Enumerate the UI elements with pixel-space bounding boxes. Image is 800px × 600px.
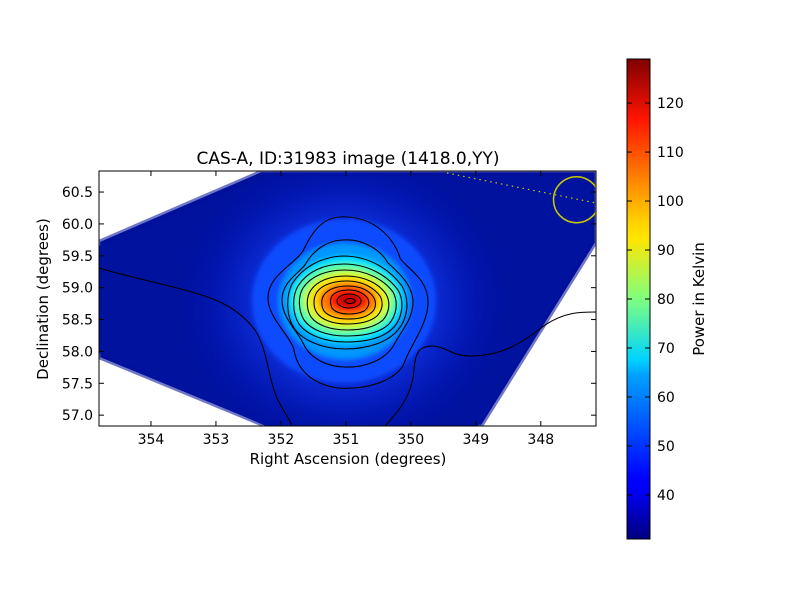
colorbar-tick-label: 90 bbox=[657, 243, 675, 259]
x-tick-label: 351 bbox=[333, 432, 360, 448]
x-tick-label: 354 bbox=[138, 432, 165, 448]
y-tick-label: 59.5 bbox=[62, 249, 93, 265]
colorbar-tick-label: 110 bbox=[657, 145, 684, 161]
contour-line-1 bbox=[99, 267, 293, 426]
contour-line-10 bbox=[321, 285, 376, 320]
colorbar-label: Power in Kelvin bbox=[690, 242, 708, 356]
y-axis-ticks: 57.0 57.5 58.0 58.5 59.0 59.5 60.0 60.5 bbox=[62, 185, 596, 424]
x-axis-label: Right Ascension (degrees) bbox=[250, 450, 447, 468]
contour-line-6 bbox=[293, 263, 403, 343]
contour-line-4 bbox=[281, 239, 414, 368]
contour-line-11 bbox=[329, 289, 370, 315]
contour-line-7 bbox=[298, 269, 397, 337]
colorbar-tick-label: 120 bbox=[657, 96, 684, 112]
colorbar-tick-label: 70 bbox=[657, 341, 675, 357]
y-tick-label: 57.0 bbox=[62, 408, 93, 424]
contour-line-8 bbox=[306, 275, 390, 331]
chart-title: CAS-A, ID:31983 image (1418.0,YY) bbox=[196, 149, 499, 169]
colorbar-tick-label: 100 bbox=[657, 194, 684, 210]
y-tick-label: 60.0 bbox=[62, 217, 93, 233]
contour-line-peak bbox=[344, 297, 356, 305]
colorbar-tick-label: 60 bbox=[657, 390, 675, 406]
intensity-level-9 bbox=[338, 293, 360, 307]
contour-line-3 bbox=[267, 216, 429, 389]
colorbar-tick-label: 50 bbox=[657, 439, 675, 455]
intensity-layers bbox=[252, 219, 436, 383]
plot-area bbox=[99, 171, 596, 426]
x-tick-label: 350 bbox=[397, 432, 424, 448]
contour-line-9 bbox=[313, 280, 383, 325]
beam-guide-line bbox=[446, 172, 596, 204]
beam-marker-circle bbox=[552, 175, 596, 224]
y-tick-label: 58.5 bbox=[62, 313, 93, 329]
colorbar-tick-label: 80 bbox=[657, 292, 675, 308]
x-tick-label: 349 bbox=[462, 432, 489, 448]
y-tick-label: 60.5 bbox=[62, 185, 93, 201]
contour-line-12 bbox=[336, 293, 362, 309]
contour-line-5 bbox=[287, 255, 408, 350]
x-tick-label: 353 bbox=[203, 432, 230, 448]
y-axis-label: Declination (degrees) bbox=[34, 218, 52, 380]
contour-line-2 bbox=[384, 311, 596, 426]
colorbar-ticks: 40 50 60 70 80 90 100 110 120 bbox=[627, 96, 684, 504]
contours bbox=[99, 216, 596, 426]
x-axis-ticks: 354 353 352 351 350 349 348 bbox=[138, 171, 554, 448]
y-tick-label: 59.0 bbox=[62, 281, 93, 297]
plot-frame bbox=[98, 170, 597, 427]
x-tick-label: 348 bbox=[527, 432, 554, 448]
y-tick-label: 58.0 bbox=[62, 344, 93, 360]
y-tick-label: 57.5 bbox=[62, 376, 93, 392]
x-tick-label: 352 bbox=[268, 432, 295, 448]
colorbar-tick-label: 40 bbox=[657, 488, 675, 504]
